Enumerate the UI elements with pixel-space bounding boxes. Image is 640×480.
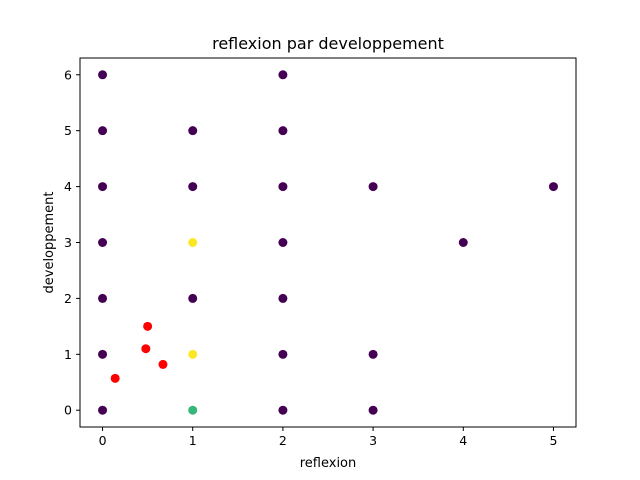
data-point xyxy=(98,293,108,303)
x-tick-label: 3 xyxy=(369,433,377,448)
data-point xyxy=(110,373,120,383)
data-point xyxy=(278,405,288,415)
data-point xyxy=(368,182,378,192)
data-point xyxy=(278,238,288,247)
y-tick-label: 2 xyxy=(64,291,72,306)
data-point xyxy=(278,182,288,192)
x-tick-label: 0 xyxy=(99,433,107,448)
data-point xyxy=(278,293,288,303)
data-point xyxy=(188,349,198,359)
y-tick-label: 0 xyxy=(64,403,72,418)
data-point xyxy=(278,126,288,136)
data-point xyxy=(458,238,468,247)
data-point xyxy=(368,405,378,415)
y-tick-label: 3 xyxy=(64,235,72,250)
data-point xyxy=(188,238,198,247)
data-point xyxy=(98,238,108,247)
data-point xyxy=(98,126,108,136)
x-tick-label: 4 xyxy=(459,433,467,448)
data-point xyxy=(98,70,108,80)
x-tick-label: 5 xyxy=(549,433,557,448)
data-point xyxy=(188,126,198,136)
plot-frame xyxy=(79,57,577,428)
data-point xyxy=(548,182,558,192)
data-point xyxy=(278,70,288,80)
points-layer xyxy=(98,70,558,415)
data-point xyxy=(98,405,108,415)
data-point xyxy=(278,349,288,359)
data-point xyxy=(143,321,153,331)
data-point xyxy=(188,293,198,303)
y-tick-label: 5 xyxy=(64,123,72,138)
y-tick-label: 6 xyxy=(64,67,72,82)
x-axis: 0 1 2 3 4 5 xyxy=(99,427,557,448)
x-axis-label: reflexion xyxy=(300,456,357,471)
y-tick-label: 1 xyxy=(64,347,72,362)
y-axis: 0 1 2 3 4 5 6 xyxy=(64,67,80,418)
data-point xyxy=(98,182,108,192)
data-point xyxy=(98,349,108,359)
y-axis-label: developpement xyxy=(42,191,57,293)
x-tick-label: 1 xyxy=(189,433,197,448)
data-point xyxy=(158,359,168,369)
data-point xyxy=(188,182,198,192)
y-tick-label: 4 xyxy=(64,179,72,194)
data-point xyxy=(368,349,378,359)
chart-title: reflexion par developpement xyxy=(212,34,444,53)
data-point xyxy=(141,344,151,354)
data-point xyxy=(188,405,198,415)
x-tick-label: 2 xyxy=(279,433,287,448)
